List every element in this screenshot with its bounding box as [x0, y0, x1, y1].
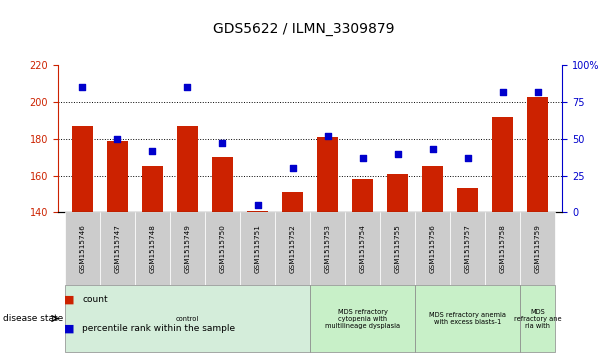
Bar — [527, 97, 548, 212]
Text: GSM1515747: GSM1515747 — [114, 224, 120, 273]
Bar — [177, 126, 198, 212]
Point — [218, 140, 227, 146]
Text: GSM1515758: GSM1515758 — [500, 224, 506, 273]
Bar — [317, 137, 338, 212]
Text: MDS refractory
cytopenia with
multilineage dysplasia: MDS refractory cytopenia with multilinea… — [325, 309, 400, 329]
Text: GSM1515755: GSM1515755 — [395, 224, 401, 273]
Bar — [142, 166, 163, 212]
Text: GSM1515751: GSM1515751 — [255, 224, 260, 273]
Point — [393, 151, 402, 156]
Point — [463, 155, 472, 161]
Bar — [457, 188, 478, 212]
Text: control: control — [176, 315, 199, 322]
Bar — [352, 179, 373, 212]
Text: disease state: disease state — [3, 314, 63, 323]
Text: GSM1515754: GSM1515754 — [360, 224, 365, 273]
Point — [112, 136, 122, 142]
Bar — [387, 174, 408, 212]
Point — [77, 85, 87, 90]
Point — [323, 133, 333, 139]
Text: GSM1515748: GSM1515748 — [150, 224, 156, 273]
Text: percentile rank within the sample: percentile rank within the sample — [82, 324, 235, 333]
Text: GSM1515757: GSM1515757 — [465, 224, 471, 273]
Text: ■: ■ — [64, 294, 74, 305]
Text: GSM1515753: GSM1515753 — [325, 224, 331, 273]
Bar — [492, 117, 513, 212]
Point — [288, 166, 297, 171]
Text: GSM1515750: GSM1515750 — [219, 224, 226, 273]
Point — [428, 146, 438, 152]
Point — [498, 89, 508, 95]
Point — [358, 155, 367, 161]
Bar — [72, 126, 93, 212]
Text: MDS refractory anemia
with excess blasts-1: MDS refractory anemia with excess blasts… — [429, 312, 506, 325]
Point — [182, 85, 192, 90]
Text: ■: ■ — [64, 323, 74, 334]
Point — [148, 148, 157, 154]
Text: GSM1515749: GSM1515749 — [184, 224, 190, 273]
Bar — [212, 157, 233, 212]
Text: count: count — [82, 295, 108, 304]
Bar — [282, 192, 303, 212]
Text: GSM1515756: GSM1515756 — [430, 224, 436, 273]
Point — [533, 89, 543, 95]
Point — [253, 202, 263, 208]
Bar — [107, 141, 128, 212]
Text: MDS
refractory ane
ria with: MDS refractory ane ria with — [514, 309, 562, 329]
Bar — [422, 166, 443, 212]
Bar — [247, 211, 268, 212]
Text: GSM1515759: GSM1515759 — [535, 224, 541, 273]
Text: GSM1515746: GSM1515746 — [79, 224, 85, 273]
Text: GDS5622 / ILMN_3309879: GDS5622 / ILMN_3309879 — [213, 22, 395, 36]
Text: GSM1515752: GSM1515752 — [289, 224, 295, 273]
